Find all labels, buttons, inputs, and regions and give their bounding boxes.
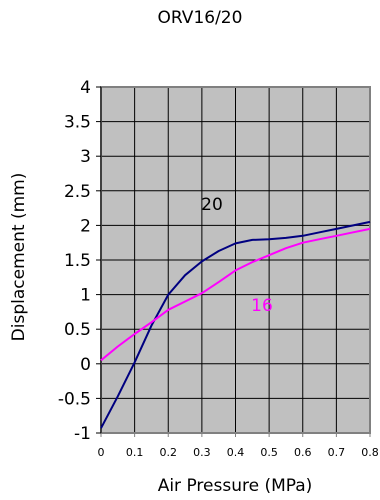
y-tick-label: 4 — [80, 78, 91, 98]
y-tick-label: 3 — [80, 147, 91, 167]
x-tick-label: 0.7 — [328, 446, 346, 459]
series-label-20: 20 — [201, 195, 223, 215]
x-tick-label: 0 — [98, 446, 105, 459]
y-axis-label: Displacement (mm) — [9, 173, 29, 342]
y-tick-label: 0.5 — [64, 320, 91, 340]
chart-title: ORV16/20 — [158, 8, 243, 28]
series-line-16 — [100, 227, 371, 362]
y-axis-ticks: -1 -0.5 0 0.5 1 1.5 2 2.5 3 3.5 4 — [58, 78, 101, 444]
x-tick-label: 0.5 — [260, 446, 278, 459]
series-layer — [100, 220, 371, 429]
y-tick-label: -0.5 — [58, 389, 91, 409]
x-tick-label: 0.3 — [193, 446, 211, 459]
plot-area — [100, 86, 371, 434]
y-tick-label: 0 — [80, 355, 91, 375]
y-tick-label: 2.5 — [64, 182, 91, 202]
y-tick-label: 3.5 — [64, 113, 91, 133]
x-tick-label: 0.2 — [160, 446, 178, 459]
y-tick-label: 2 — [80, 216, 91, 236]
y-tick-label: 1 — [80, 286, 91, 306]
x-axis-ticks: 0 0.1 0.2 0.3 0.4 0.5 0.6 0.7 0.8 — [98, 433, 379, 459]
x-tick-label: 0.1 — [126, 446, 144, 459]
y-tick-label: 1.5 — [64, 251, 91, 271]
x-tick-label: 0.6 — [294, 446, 312, 459]
y-tick-label: -1 — [74, 424, 91, 444]
x-tick-label: 0.4 — [227, 446, 245, 459]
x-axis-label: Air Pressure (MPa) — [158, 476, 313, 496]
series-line-20 — [100, 220, 371, 429]
x-tick-label: 0.8 — [361, 446, 379, 459]
series-label-16: 16 — [251, 296, 273, 316]
